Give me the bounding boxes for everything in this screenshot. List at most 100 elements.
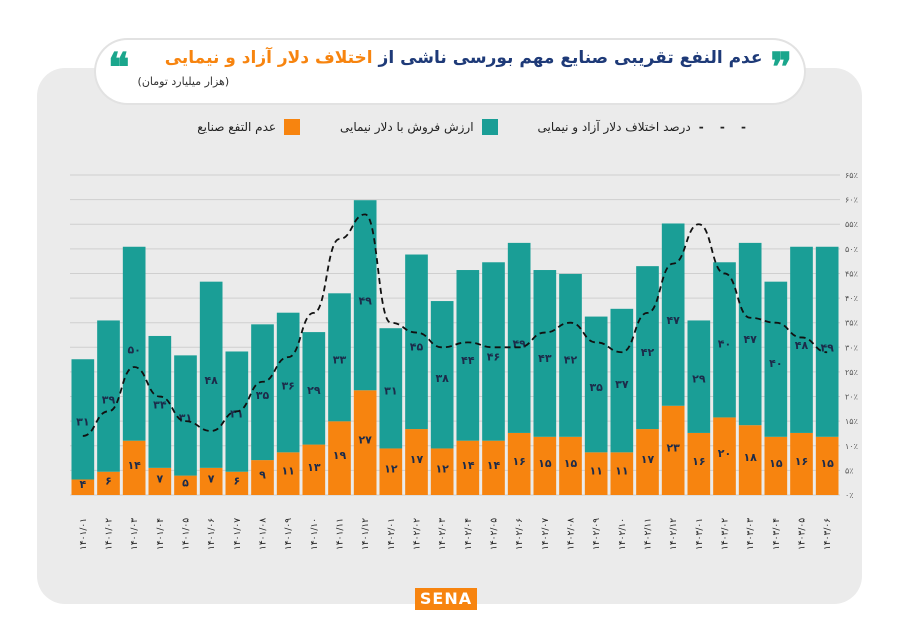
category-label: ۱۴۰۱/۰۲ (105, 518, 115, 550)
bar-teal-label: ۳۱ (384, 384, 397, 397)
category-label: ۱۴۰۲/۰۳ (438, 518, 448, 550)
legend-teal: ارزش فروش با دلار نیمایی (340, 119, 498, 135)
bar-orange (815, 436, 839, 495)
bar-teal-label: ۳۵ (589, 381, 603, 394)
bar-teal-label: ۴۰ (718, 338, 731, 351)
category-label: ۱۴۰۱/۰۵ (182, 518, 192, 550)
bar-teal-label: ۴۹ (358, 295, 372, 308)
right-axis-tick: ۴۵٪ (845, 269, 858, 278)
title-block: عدم النفع تقریبی صنایع مهم بورسی ناشی از… (130, 40, 771, 90)
bar-teal-label: ۴۴ (461, 354, 475, 367)
bar-orange (225, 471, 249, 495)
category-label: ۱۴۰۲/۰۶ (515, 518, 525, 550)
bar-orange (456, 440, 480, 495)
bar-orange (482, 440, 505, 495)
category-label: ۱۴۰۳/۰۶ (823, 518, 833, 550)
bar-teal-label: ۳۸ (435, 372, 449, 385)
bar-orange-label: ۲۳ (666, 441, 680, 454)
category-label: ۱۴۰۲/۱۲ (669, 518, 679, 550)
bar-orange-label: ۱۲ (435, 463, 449, 476)
bar-orange (71, 479, 95, 495)
bar-teal (353, 200, 377, 391)
bar-teal (456, 270, 480, 441)
bar-orange (97, 471, 120, 495)
category-label: ۱۴۰۳/۰۳ (746, 518, 756, 550)
legend: - - - درصد اختلاف دلار آزاد و نیمایی ارزش… (197, 119, 752, 135)
title-banner: ❞ عدم النفع تقریبی صنایع مهم بورسی ناشی … (96, 40, 804, 103)
bar-teal-label: ۲۹ (692, 372, 706, 385)
right-axis-tick: ۲۵٪ (845, 368, 858, 377)
teal-swatch-icon (481, 119, 498, 135)
legend-line-label: درصد اختلاف دلار آزاد و نیمایی (537, 120, 691, 134)
bar-orange-label: ۱۷ (641, 453, 655, 466)
bar-teal (405, 254, 428, 430)
category-label: ۱۴۰۱/۰۴ (156, 518, 166, 550)
bar-teal (738, 242, 762, 426)
bar-orange (328, 421, 351, 495)
bar-orange (687, 432, 711, 495)
bar-orange-label: ۹ (259, 469, 266, 482)
bar-teal-label: ۲۹ (307, 384, 321, 397)
bar-orange-label: ۱۶ (692, 455, 705, 468)
bar-teal (276, 312, 300, 453)
quote-open-icon: ❞ (770, 44, 792, 91)
bar-orange (122, 440, 146, 495)
bar-teal (71, 359, 95, 480)
category-label: ۱۴۰۲/۰۱ (387, 518, 397, 550)
bar-orange-label: ۱۶ (512, 455, 525, 468)
sena-logo: SENA (415, 588, 477, 610)
bar-teal-label: ۳۱ (230, 408, 243, 421)
right-axis-tick: ۴۰٪ (845, 294, 858, 303)
bar-orange (610, 452, 634, 495)
right-axis-tick: ۵۰٪ (845, 245, 858, 254)
bar-orange (661, 405, 685, 495)
bar-orange-label: ۶ (105, 474, 112, 487)
bar-teal (328, 293, 351, 422)
title-main: عدم النفع تقریبی صنایع مهم بورسی ناشی از (372, 48, 763, 68)
quote-close-icon: ❝ (108, 44, 130, 91)
category-label: ۱۴۰۲/۰۹ (592, 518, 602, 550)
category-label: ۱۴۰۳/۰۴ (772, 518, 782, 550)
bar-teal (584, 316, 608, 453)
bar-orange-label: ۱۵ (538, 457, 552, 470)
bar-teal (764, 281, 788, 437)
bar-teal (199, 281, 223, 468)
bar-teal (815, 246, 839, 437)
category-label: ۱۴۰۲/۰۵ (490, 518, 500, 550)
legend-orange: عدم التفع صنایع (197, 119, 301, 135)
bar-orange-label: ۱۴ (487, 459, 501, 472)
bar-orange-label: ۱۲ (384, 463, 398, 476)
bar-teal-label: ۵۰ (127, 343, 140, 356)
bar-teal-label: ۳۷ (615, 378, 629, 391)
bar-teal-label: ۴۲ (564, 354, 578, 367)
category-label: ۱۴۰۲/۱۰ (618, 518, 628, 550)
bar-teal-label: ۴۸ (795, 339, 809, 352)
right-axis-tick: ۳۰٪ (845, 343, 858, 352)
right-axis-tick: ۳۵٪ (845, 319, 858, 328)
category-label: ۱۴۰۱/۱۰ (310, 518, 320, 550)
bar-orange-label: ۱۶ (795, 455, 808, 468)
bar-orange (636, 429, 659, 495)
bar-teal (148, 335, 172, 468)
bar-orange (533, 436, 557, 495)
bar-teal (122, 246, 146, 441)
legend-orange-label: عدم التفع صنایع (197, 120, 277, 134)
category-label: ۱۴۰۱/۰۱ (79, 518, 89, 550)
bar-teal (302, 332, 326, 445)
bar-orange-label: ۲۷ (358, 434, 372, 447)
dashed-line-icon: - - - (698, 120, 752, 134)
bar-teal-label: ۴۹ (512, 337, 526, 350)
legend-teal-label: ارزش فروش با دلار نیمایی (340, 120, 474, 134)
bar-teal-label: ۳۹ (102, 394, 116, 407)
bar-teal (533, 270, 557, 437)
bar-orange-label: ۱۳ (307, 461, 321, 474)
bar-teal (430, 301, 454, 449)
bar-orange (405, 429, 428, 495)
category-label: ۱۴۰۲/۱۱ (644, 518, 654, 550)
right-axis-tick: ۱۵٪ (845, 417, 858, 426)
bar-orange-label: ۱۴ (127, 459, 141, 472)
page-title: عدم النفع تقریبی صنایع مهم بورسی ناشی از… (138, 46, 763, 70)
bar-orange-label: ۱۵ (564, 457, 578, 470)
bar-teal (507, 242, 531, 433)
